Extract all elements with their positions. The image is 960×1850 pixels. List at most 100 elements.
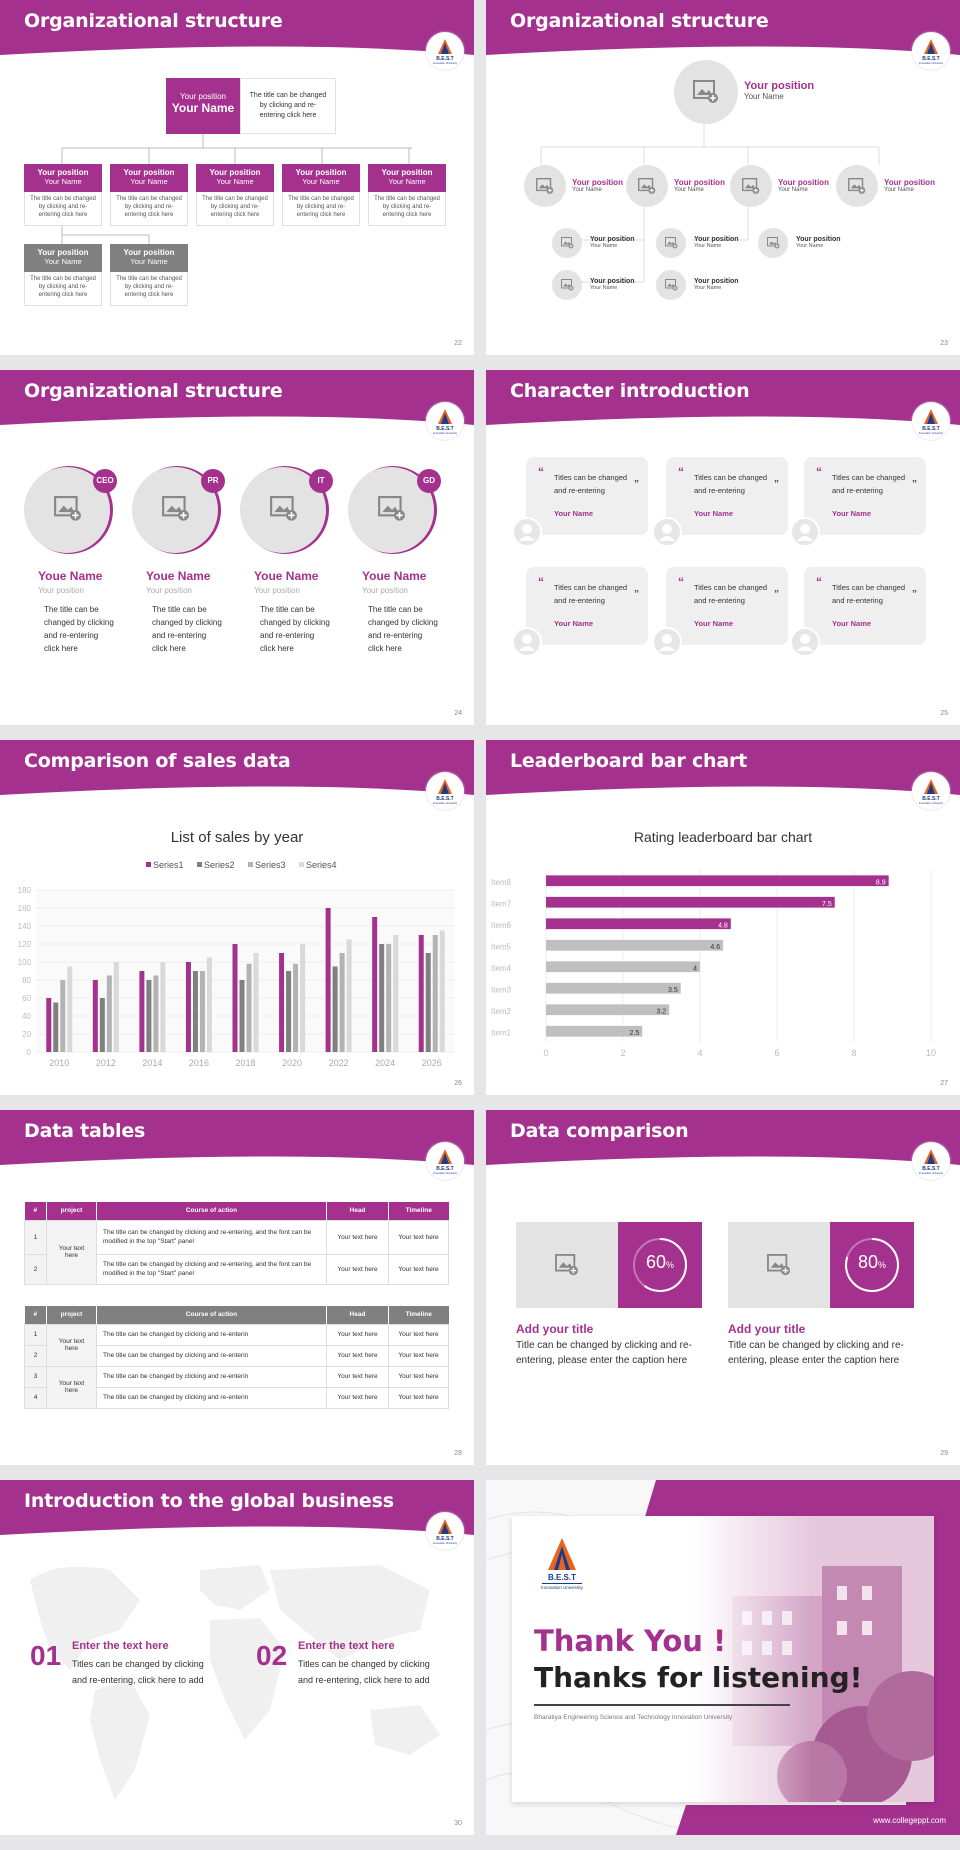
- person-name: Youe Name: [254, 569, 319, 583]
- photo-placeholder[interactable]: [626, 165, 668, 207]
- y-tick-label: 60: [22, 994, 31, 1003]
- person-card[interactable]: CEO Youe Name Your position The title can b…: [24, 465, 124, 715]
- slide-thank-you[interactable]: B.E.S.T Innovation University Thank You !…: [486, 1480, 960, 1835]
- top-position-box[interactable]: Your position Your Name: [166, 78, 240, 134]
- position-box[interactable]: Your position Your Name: [196, 164, 274, 192]
- character-card[interactable]: “ ” Titles can be changed and re-entering Y…: [526, 567, 648, 645]
- photo-placeholder[interactable]: [730, 165, 772, 207]
- role-badge: CEO: [93, 469, 117, 493]
- photo-placeholder-small[interactable]: [552, 270, 582, 300]
- position-box[interactable]: Your position Your Name: [110, 164, 188, 192]
- university-logo: B.E.S.T Innovation University: [912, 1142, 950, 1180]
- university-logo: B.E.S.T Innovation University: [426, 772, 464, 810]
- project-cell: Your text here: [46, 1365, 97, 1409]
- plot-area: [36, 890, 455, 1052]
- photo-placeholder[interactable]: [836, 165, 878, 207]
- photo-placeholder-small[interactable]: [758, 228, 788, 258]
- table-row: 3 Your text here The title can be change…: [24, 1365, 449, 1409]
- position-desc: The title can be changed by clicking and…: [196, 192, 274, 226]
- slide-title: Comparison of sales data: [24, 750, 291, 772]
- data-table-1: # project Course of action Head Timeline…: [24, 1202, 449, 1285]
- slide-title: Character introduction: [510, 380, 750, 402]
- top-photo-placeholder[interactable]: [674, 60, 738, 124]
- position-box[interactable]: Your position Your Name: [368, 164, 446, 192]
- data-label: 4: [693, 965, 697, 972]
- quote-close-icon: ”: [634, 589, 639, 600]
- item-desc: Title can be changed by clicking and re-…: [728, 1340, 904, 1366]
- svg-text:Innovation University: Innovation University: [433, 1541, 458, 1545]
- card-name: Your Name: [554, 619, 594, 628]
- slide-27[interactable]: Leaderboard bar chart B.E.S.T Innovation …: [486, 740, 960, 1095]
- bar: [293, 963, 299, 1052]
- person-desc: The title can be changed by clicking and…: [152, 605, 222, 653]
- character-card[interactable]: “ ” Titles can be changed and re-entering Y…: [804, 457, 926, 535]
- character-card[interactable]: “ ” Titles can be changed and re-entering Y…: [666, 567, 788, 645]
- data-label: 4.8: [718, 922, 728, 929]
- x-tick-label: 2026: [422, 1058, 442, 1068]
- quote-open-icon: “: [678, 465, 684, 479]
- slide-26[interactable]: Comparison of sales data B.E.S.T Innovati…: [0, 740, 474, 1095]
- svg-text:Innovation University: Innovation University: [433, 431, 458, 435]
- org-connector-lines: [61, 134, 412, 164]
- header-band: [486, 740, 960, 795]
- website-url[interactable]: www.collegeppt.com: [873, 1816, 946, 1825]
- avatar-icon: [652, 517, 682, 547]
- character-card[interactable]: “ ” Titles can be changed and re-entering Y…: [526, 457, 648, 535]
- person-card[interactable]: PR Youe Name Your position The title can be…: [132, 465, 232, 715]
- photo-placeholder-small[interactable]: [656, 228, 686, 258]
- position-box[interactable]: Your position Your Name: [282, 164, 360, 192]
- percent-value: 80%: [857, 1252, 887, 1272]
- image-placeholder[interactable]: [728, 1222, 830, 1308]
- table-row: 2 The title can be changed by clicking a…: [24, 1344, 449, 1367]
- person-card[interactable]: GD Youe Name Your position The title can be…: [348, 465, 448, 715]
- slide-24[interactable]: Organizational structure B.E.S.T Innovati…: [0, 370, 474, 725]
- x-tick-label: 2024: [375, 1058, 395, 1068]
- org-tree-lines: [540, 120, 880, 283]
- item-desc: Title can be changed by clicking and re-…: [516, 1340, 692, 1366]
- photo-placeholder-small[interactable]: [552, 228, 582, 258]
- slide-25[interactable]: Character introduction B.E.S.T Innovation…: [486, 370, 960, 725]
- bar: [386, 944, 392, 1052]
- svg-text:B.E.S.T: B.E.S.T: [922, 56, 940, 62]
- card-text: Titles can be changed and re-entering: [832, 583, 906, 605]
- bar: [206, 957, 212, 1052]
- person-name: Youe Name: [146, 569, 211, 583]
- character-card[interactable]: “ ” Titles can be changed and re-entering Y…: [666, 457, 788, 535]
- position-desc: The title can be changed by clicking and…: [110, 272, 188, 306]
- bar: [232, 944, 238, 1052]
- x-tick-label: 2012: [96, 1058, 116, 1068]
- slide-29[interactable]: Data comparison B.E.S.T Innovation Univer…: [486, 1110, 960, 1465]
- svg-text:Innovation University: Innovation University: [919, 431, 944, 435]
- bar: [346, 939, 352, 1052]
- data-label: 4.6: [710, 944, 720, 951]
- slide-28[interactable]: Data tables B.E.S.T Innovation University…: [0, 1110, 474, 1465]
- slide-30[interactable]: Introduction to the global business B.E.…: [0, 1480, 474, 1835]
- y-tick-label: 40: [22, 1012, 31, 1021]
- person-position: Your position: [254, 586, 300, 595]
- photo-placeholder-small[interactable]: [656, 270, 686, 300]
- position-label: Your position: [590, 278, 635, 285]
- slide-22[interactable]: Organizational structure B.E.S.T Innovati…: [0, 0, 474, 355]
- person-position: Your position: [146, 586, 192, 595]
- character-card[interactable]: “ ” Titles can be changed and re-entering Y…: [804, 567, 926, 645]
- sub-position-box[interactable]: Your position Your Name: [110, 244, 188, 272]
- bar: [546, 939, 724, 951]
- y-tick-label: Item2: [491, 1007, 512, 1016]
- person-desc: The title can be changed by clicking and…: [44, 605, 114, 653]
- person-card[interactable]: IT Youe Name Your position The title can be…: [240, 465, 340, 715]
- person-name: Youe Name: [362, 569, 427, 583]
- sub-position-box[interactable]: Your position Your Name: [24, 244, 102, 272]
- image-icon: [268, 493, 300, 525]
- image-placeholder[interactable]: [516, 1222, 618, 1308]
- page-number: 22: [454, 340, 462, 347]
- photo-placeholder[interactable]: [524, 165, 566, 207]
- name-label: Your Name: [694, 243, 722, 249]
- slide-title: Leaderboard bar chart: [510, 750, 748, 772]
- slide-23[interactable]: Organizational structure B.E.S.T Innovati…: [486, 0, 960, 355]
- position-box[interactable]: Your position Your Name: [24, 164, 102, 192]
- page-number: 23: [940, 340, 948, 347]
- svg-text:Innovation University: Innovation University: [919, 61, 944, 65]
- percent-value: 60%: [645, 1252, 675, 1272]
- position-label: Your position: [694, 278, 739, 285]
